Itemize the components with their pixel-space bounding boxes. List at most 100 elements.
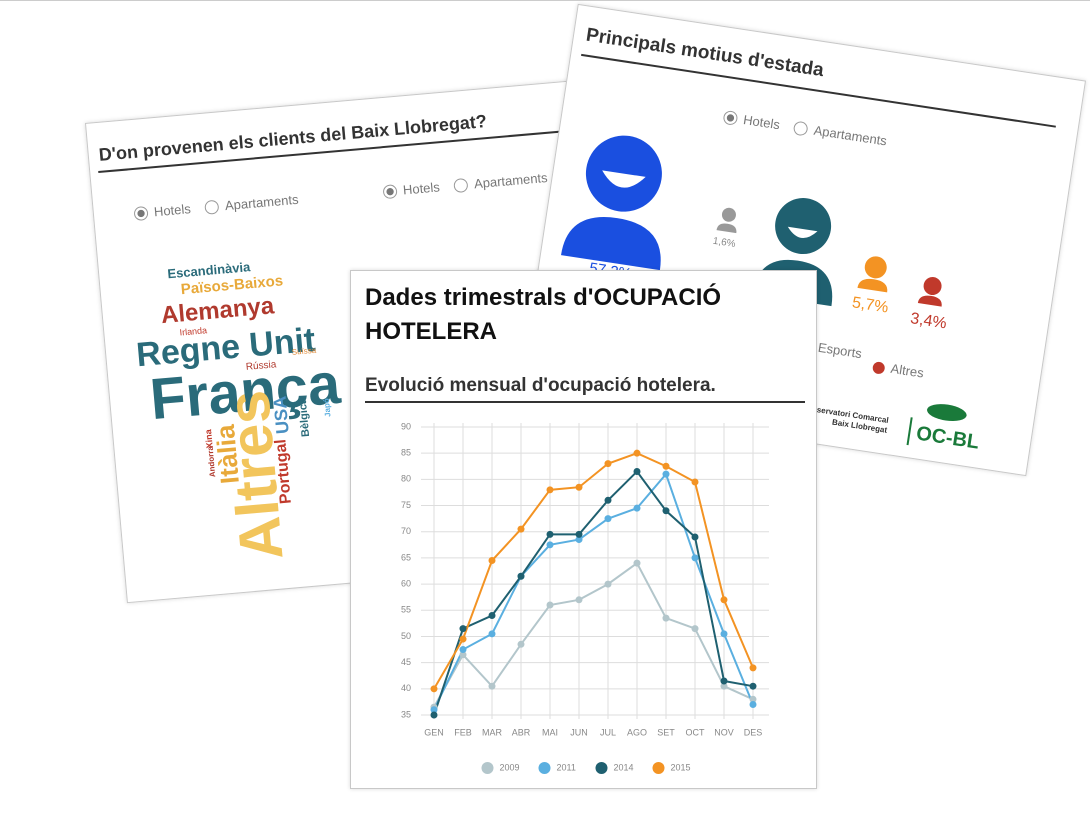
smile bbox=[787, 226, 818, 238]
filter-option[interactable]: Hotels bbox=[742, 112, 781, 133]
y-tick-label: 65 bbox=[401, 552, 411, 562]
legend-marker[interactable] bbox=[538, 762, 551, 774]
data-point bbox=[517, 572, 525, 580]
data-point bbox=[691, 533, 699, 541]
x-tick-label: MAR bbox=[482, 727, 503, 737]
logo-rule bbox=[906, 417, 913, 446]
radio[interactable] bbox=[382, 183, 398, 200]
data-point bbox=[459, 635, 467, 643]
data-point bbox=[430, 711, 438, 719]
filter-option[interactable]: Apartaments bbox=[473, 170, 549, 192]
data-point bbox=[720, 682, 728, 690]
legend-label[interactable]: 2014 bbox=[614, 762, 634, 772]
radio[interactable] bbox=[133, 205, 149, 221]
radio[interactable] bbox=[453, 177, 469, 193]
data-point bbox=[633, 468, 641, 476]
data-point bbox=[517, 640, 525, 648]
data-point bbox=[517, 525, 525, 533]
radio[interactable] bbox=[722, 109, 739, 126]
y-tick-label: 35 bbox=[401, 709, 411, 719]
data-point bbox=[662, 507, 670, 515]
data-point bbox=[633, 559, 641, 567]
word: Alemanya bbox=[159, 292, 276, 330]
y-tick-label: 50 bbox=[401, 631, 411, 641]
smile bbox=[602, 170, 646, 188]
data-point bbox=[662, 462, 670, 470]
data-point bbox=[633, 449, 641, 457]
card-title: Dades trimestrals d'OCUPACIÓ HOTELERA bbox=[365, 284, 722, 345]
filter-option[interactable]: Hotels bbox=[402, 179, 441, 198]
x-tick-label: MAI bbox=[542, 727, 558, 737]
data-point bbox=[546, 601, 554, 609]
word: Portugal bbox=[272, 438, 295, 505]
data-point bbox=[749, 701, 757, 709]
x-tick-label: ABR bbox=[512, 727, 531, 737]
data-point bbox=[575, 530, 583, 538]
x-tick-label: JUL bbox=[600, 727, 616, 737]
data-point bbox=[488, 630, 496, 638]
filter-group: Hotels Apartaments bbox=[382, 168, 558, 201]
data-point bbox=[488, 682, 496, 690]
data-point bbox=[546, 541, 554, 549]
data-point bbox=[575, 536, 583, 544]
radio[interactable] bbox=[204, 199, 220, 215]
series-line bbox=[433, 561, 754, 708]
radio[interactable] bbox=[793, 120, 809, 137]
person-icon bbox=[716, 207, 737, 234]
line-chart: 35 40 45 50 55 60 65 70 75 80 85 90 GEN FEB MAR ABR MAI J… bbox=[401, 421, 769, 774]
y-tick-label: 60 bbox=[401, 578, 411, 588]
data-point bbox=[459, 646, 467, 654]
legend-label[interactable]: 2015 bbox=[671, 762, 691, 772]
data-point bbox=[720, 596, 728, 604]
data-point bbox=[662, 470, 670, 478]
legend-label[interactable]: 2011 bbox=[557, 762, 576, 772]
x-tick-label: NOV bbox=[714, 727, 734, 737]
data-point bbox=[604, 460, 612, 468]
x-tick-label: GEN bbox=[424, 727, 444, 737]
y-tick-label: 90 bbox=[401, 421, 411, 431]
data-point bbox=[662, 614, 670, 622]
filter-option[interactable]: Apartaments bbox=[812, 122, 888, 149]
data-point bbox=[604, 496, 612, 504]
legend-item: Altres bbox=[871, 358, 925, 381]
series-line bbox=[433, 472, 754, 711]
legend-marker[interactable] bbox=[595, 762, 608, 774]
series-line bbox=[433, 452, 754, 690]
data-point bbox=[546, 530, 554, 538]
y-tick-label: 80 bbox=[401, 474, 411, 484]
data-point bbox=[488, 612, 496, 620]
y-tick-label: 75 bbox=[401, 500, 411, 510]
filter-option[interactable]: Apartaments bbox=[224, 191, 300, 214]
data-point bbox=[459, 625, 467, 633]
x-tick-label: FEB bbox=[454, 727, 472, 737]
y-tick-label: 40 bbox=[401, 683, 411, 693]
card-title: D'on provenen els clients del Baix Llobr… bbox=[97, 111, 488, 165]
word: USA bbox=[269, 395, 293, 435]
data-point bbox=[575, 483, 583, 491]
legend-label[interactable]: 2009 bbox=[500, 762, 520, 772]
word: Japó bbox=[321, 397, 333, 418]
filter-group: Hotels Apartaments bbox=[133, 190, 309, 223]
x-tick-label: JUN bbox=[570, 727, 588, 737]
data-point bbox=[749, 664, 757, 672]
data-point bbox=[430, 706, 438, 714]
legend-label: Altres bbox=[889, 360, 925, 381]
data-point bbox=[633, 504, 641, 512]
legend-marker[interactable] bbox=[652, 762, 665, 774]
legend-label: Esports bbox=[817, 339, 863, 362]
filter-option[interactable]: Hotels bbox=[153, 201, 192, 220]
logo-acronym: OC-BL bbox=[914, 422, 981, 454]
data-point bbox=[749, 682, 757, 690]
data-point bbox=[459, 651, 467, 659]
data-point bbox=[691, 554, 699, 562]
data-point bbox=[720, 677, 728, 685]
person-icon bbox=[917, 277, 942, 307]
series-line bbox=[433, 469, 754, 716]
legend-marker[interactable] bbox=[481, 762, 494, 774]
data-point bbox=[430, 685, 438, 693]
x-tick-label: OCT bbox=[686, 727, 706, 737]
data-point bbox=[604, 515, 612, 523]
data-point bbox=[749, 695, 757, 703]
person-icon bbox=[857, 256, 888, 293]
